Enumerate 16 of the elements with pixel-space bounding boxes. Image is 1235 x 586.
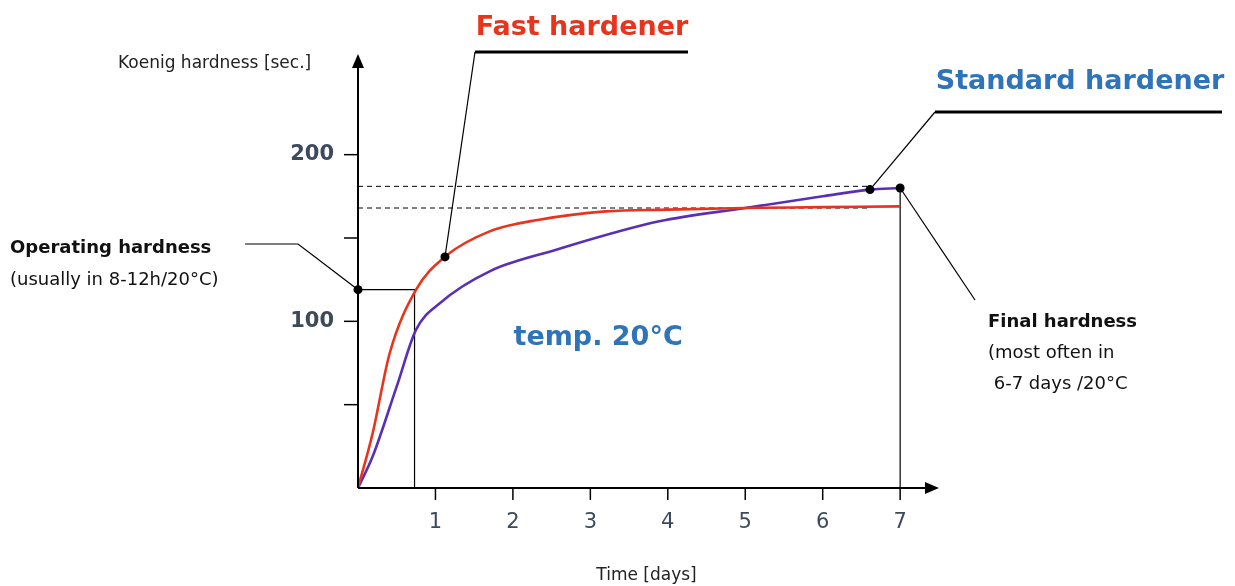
annotation: Final hardness (most often in 6-7 days /20°C <box>988 309 1138 393</box>
text: Fast hardener <box>475 10 690 42</box>
x-tick-label: 5 <box>738 509 752 534</box>
x-tick-label: 3 <box>583 509 598 534</box>
x-tick-label: 2 <box>506 509 520 534</box>
x-tick-label: 7 <box>893 509 907 534</box>
x-tick-label: 4 <box>661 509 675 534</box>
text: Standard hardener <box>935 64 1225 96</box>
x-axis-title: Time [days] <box>595 564 697 585</box>
y-tick-label: 100 <box>290 307 334 332</box>
x-tick-label: 1 <box>428 509 443 534</box>
y-axis-title: Koenig hardness [sec.] <box>118 52 312 73</box>
x-tick-label: 6 <box>816 509 830 534</box>
text: Operating hardness (usually in 8-12h/20°C) <box>10 235 219 289</box>
y-tick-label: 200 <box>290 141 334 166</box>
annotation: temp. 20°C <box>513 320 683 352</box>
